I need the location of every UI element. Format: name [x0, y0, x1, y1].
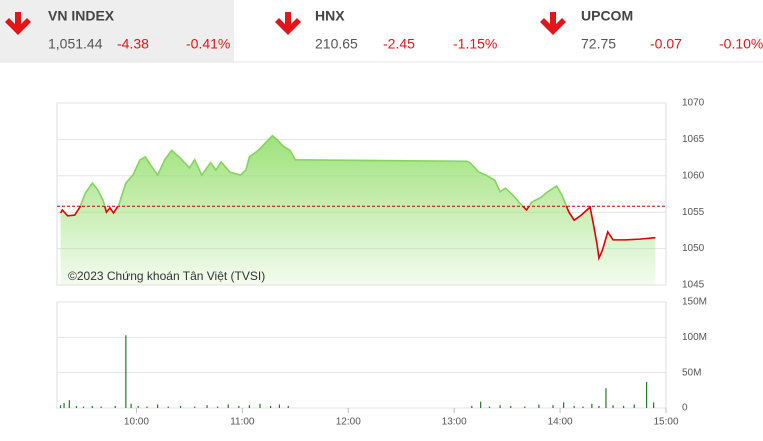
volume-bar [68, 400, 70, 408]
volume-bar [100, 406, 102, 408]
volume-bar [59, 405, 62, 408]
volume-bar [146, 406, 148, 408]
volume-bar [591, 403, 593, 408]
volume-bar [125, 335, 127, 408]
volume-bar [63, 403, 65, 408]
index-value: 1,051.44 [48, 36, 103, 52]
selected-index-bg [0, 0, 234, 62]
volume-bar [538, 404, 540, 408]
y-tick-label: 1070 [682, 98, 705, 109]
y-tick-label: 1060 [682, 170, 705, 181]
volume-bar [488, 406, 491, 408]
volume-bar [167, 406, 169, 408]
volume-bar [130, 403, 132, 408]
volume-bar [653, 402, 655, 408]
volume-bar [278, 404, 281, 408]
index-change: -4.38 [117, 36, 149, 52]
y-tick-label: 0 [682, 403, 688, 414]
volume-bar [633, 404, 635, 408]
volume-bar [598, 405, 600, 408]
index-percent: -0.41% [186, 36, 230, 52]
volume-bar [259, 403, 261, 408]
volume-bar [471, 405, 473, 408]
volume-bar [194, 406, 196, 408]
volume-bar [114, 405, 116, 408]
index-change: -2.45 [383, 36, 415, 52]
price-line [59, 134, 656, 261]
y-tick-label: 150M [682, 297, 707, 308]
volume-bar [573, 405, 575, 408]
volume-bar [499, 405, 501, 408]
volume-bar [269, 405, 272, 408]
volume-bar [480, 401, 482, 408]
x-tick-label: 13:00 [442, 417, 467, 428]
y-tick-label: 1065 [682, 134, 705, 145]
volume-frame [56, 301, 667, 409]
volume-bar [645, 381, 648, 408]
index-change: -0.07 [650, 36, 682, 52]
watermark: ©2023 Chứng khoán Tân Việt (TVSI) [68, 269, 265, 283]
down-arrows [5, 12, 566, 35]
index-value: 72.75 [581, 36, 616, 52]
index-name: UPCOM [581, 8, 633, 24]
volume-bar [91, 405, 93, 408]
volume-bar [137, 405, 139, 408]
volume-bar [612, 405, 614, 408]
x-tick-label: 11:00 [230, 417, 255, 428]
volume-bar [582, 406, 584, 408]
volume-bar [524, 406, 526, 408]
volume-bar [75, 405, 78, 408]
volume-bar [605, 388, 607, 408]
volume-bar [82, 406, 85, 408]
index-percent: -1.15% [453, 36, 497, 52]
y-tick-label: 50M [682, 367, 701, 378]
index-value: 210.65 [315, 36, 358, 52]
volume-bar [179, 405, 182, 408]
x-tick-label: 14:00 [548, 417, 573, 428]
index-hnx[interactable]: HNX 210.65 -2.45 -1.15% [315, 8, 497, 52]
volume-bar [157, 404, 159, 408]
y-tick-label: 1050 [682, 243, 705, 254]
volume-bar [217, 406, 219, 408]
volume-bar [206, 405, 208, 408]
volume-bar [623, 405, 625, 408]
index-vn[interactable]: VN INDEX 1,051.44 -4.38 -0.41% [48, 8, 230, 52]
y-tick-label: 1045 [682, 280, 705, 291]
y-tick-label: 1055 [682, 207, 705, 218]
price-area [60, 135, 656, 285]
x-tick-label: 15:00 [653, 417, 678, 428]
index-upcom[interactable]: UPCOM 72.75 -0.07 -0.10% [581, 8, 763, 52]
index-percent: -0.10% [719, 36, 763, 52]
x-tick-label: 12:00 [336, 417, 361, 428]
volume-bar [238, 405, 240, 408]
volume-bar [510, 405, 512, 408]
volume-bar [552, 405, 554, 408]
volume-bar [227, 404, 229, 408]
volume-bar [563, 402, 565, 408]
index-name: VN INDEX [48, 8, 115, 24]
index-name: HNX [315, 8, 345, 24]
volume-bar [248, 405, 251, 408]
x-tick-label: 10:00 [124, 417, 149, 428]
y-tick-label: 100M [682, 332, 707, 343]
volume-bar [287, 405, 289, 408]
